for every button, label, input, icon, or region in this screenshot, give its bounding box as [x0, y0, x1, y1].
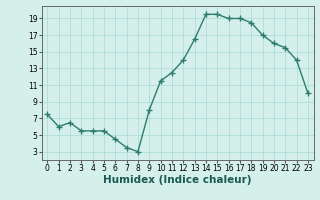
X-axis label: Humidex (Indice chaleur): Humidex (Indice chaleur)	[103, 175, 252, 185]
